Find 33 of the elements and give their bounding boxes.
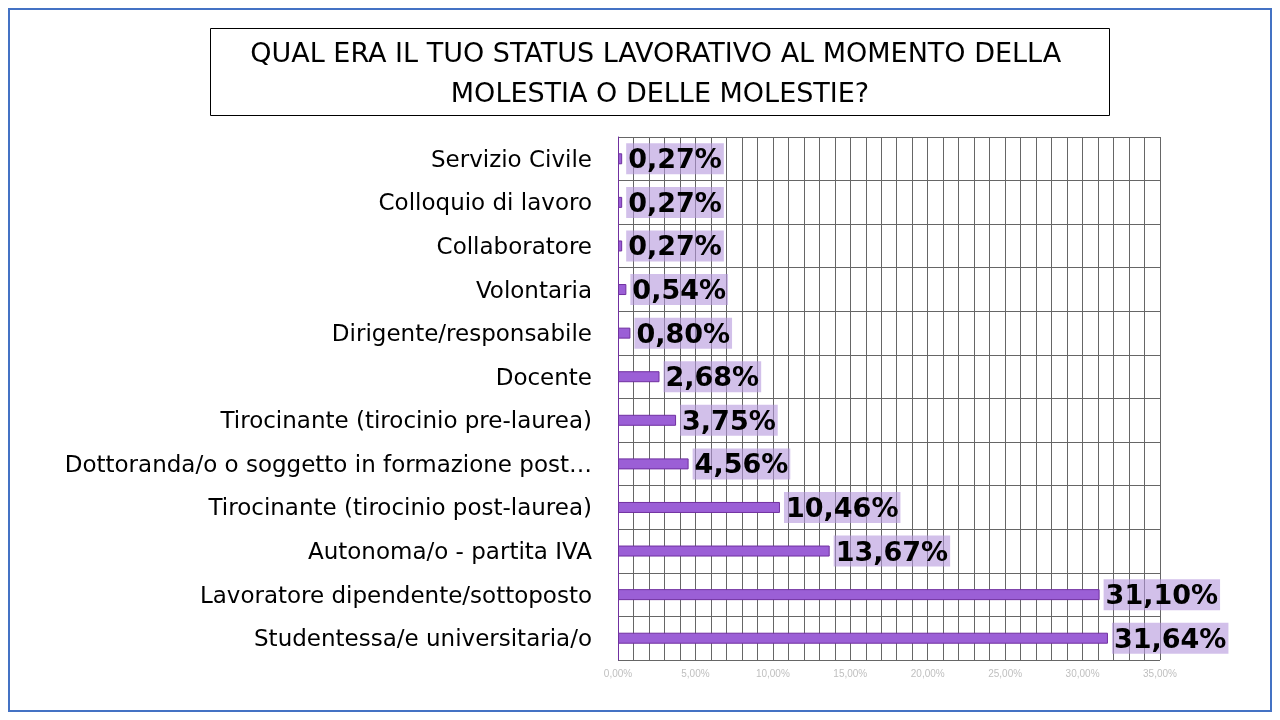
chart-title: QUAL ERA IL TUO STATUS LAVORATIVO AL MOMENTO DELLA MOLESTIA O DELLE MOLESTIE?	[250, 36, 1070, 108]
y-tick-label: Servizio Civile	[430, 145, 592, 172]
x-tick-label: 20,00%	[910, 667, 945, 679]
y-tick-label: Tirocinante (tirocinio pre-laurea)	[219, 407, 592, 434]
y-tick-label: Dirigente/responsabile	[331, 320, 592, 347]
data-label: 31,64%	[1113, 622, 1227, 654]
y-tick-label: Tirocinante (tirocinio post-laurea)	[207, 494, 592, 521]
x-tick-label: 10,00%	[755, 667, 790, 679]
data-label: 31,10%	[1105, 579, 1219, 611]
data-label: 0,80%	[636, 317, 731, 349]
y-tick-label: Collaboratore	[436, 232, 592, 259]
y-tick-label: Colloquio di lavoro	[378, 189, 592, 216]
x-tick-label: 5,00%	[681, 667, 710, 679]
x-tick-label: 25,00%	[988, 667, 1023, 679]
data-label: 4,56%	[694, 448, 789, 480]
data-label: 3,75%	[682, 404, 776, 436]
y-tick-label: Dottoranda/o o soggetto in formazione post…	[64, 450, 592, 477]
x-tick-label: 15,00%	[833, 667, 868, 679]
data-label: 10,46%	[785, 491, 899, 523]
y-tick-label: Lavoratore dipendente/sottoposto	[199, 581, 592, 608]
y-tick-label: Studentessa/e universitaria/o	[254, 625, 592, 652]
x-tick-label: 35,00%	[1143, 667, 1178, 679]
y-tick-label: Autonoma/o - partita IVA	[307, 538, 593, 565]
y-tick-label: Docente	[495, 363, 592, 390]
data-label: 0,27%	[628, 186, 722, 218]
data-label: 0,54%	[632, 274, 727, 306]
x-tick-label: 0,00%	[603, 667, 633, 679]
data-label: 0,27%	[628, 230, 722, 262]
data-label: 0,27%	[628, 143, 722, 175]
x-tick-label: 30,00%	[1065, 667, 1100, 679]
y-tick-label: Volontaria	[475, 276, 592, 303]
data-label: 13,67%	[835, 535, 949, 567]
data-label: 2,68%	[665, 361, 760, 393]
